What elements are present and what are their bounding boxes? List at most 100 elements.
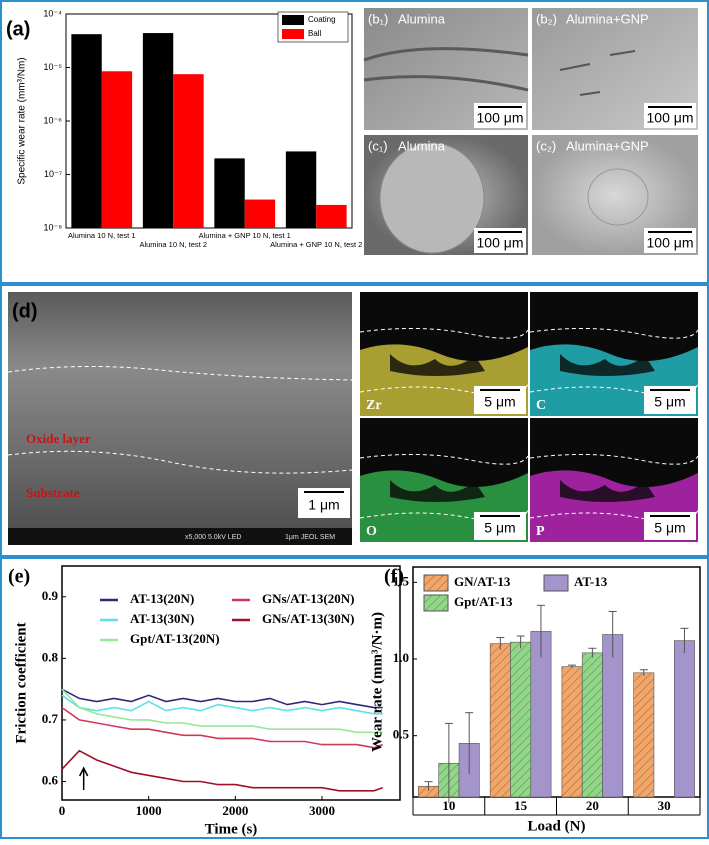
legend-label: Coating (308, 15, 336, 24)
legend-label: Ball (308, 29, 322, 38)
panel-frame (0, 0, 709, 284)
x-tick-label: Alumina + GNP 10 N, test 2 (270, 240, 362, 249)
x-tick-label: 20 (586, 798, 599, 813)
legend-swatch (423, 594, 449, 612)
x-tick-label: 3000 (309, 803, 335, 818)
panel-label: (a) (6, 18, 30, 40)
bar (510, 641, 532, 798)
line (61, 749, 383, 792)
y-tick-label: 0.5 (393, 727, 410, 742)
y-tick-label: 10⁻⁷ (44, 169, 62, 179)
boundary (7, 450, 353, 474)
x-tick-label: 2000 (222, 803, 248, 818)
chart: 0.51.01.5(f)Wear rate (mm³/N·m)Load (N)1… (369, 566, 701, 834)
line (61, 694, 383, 715)
image-label: (b₂) (536, 11, 557, 26)
map-dark (560, 354, 655, 376)
legend-swatch (423, 574, 449, 592)
scale-bar-label: 100 μm (647, 110, 694, 126)
micrograph-c1: (c₁) Alumina 100 μm (364, 135, 528, 255)
bar (489, 643, 511, 798)
line (61, 688, 383, 709)
scale-bar-label: 100 μm (477, 235, 524, 251)
y-tick-label: 0.8 (42, 649, 59, 664)
panel-label: (e) (8, 566, 30, 588)
legend-label: AT-13 (574, 574, 608, 589)
scale-bar-label: 100 μm (477, 110, 524, 126)
sem-cross-section: x5,000 5.0kV LED 1μm JEOL SEM (d) Oxide … (7, 292, 353, 545)
legend-swatch (543, 574, 569, 592)
y-axis-label: Friction coefficient (13, 622, 29, 743)
bar (142, 33, 174, 228)
sem-footer: x5,000 5.0kV LED (185, 534, 241, 541)
y-tick-label: 10⁻⁶ (44, 115, 63, 125)
x-axis-label: Time (s) (205, 821, 258, 837)
x-axis-label: Load (N) (528, 818, 586, 834)
bar (244, 199, 276, 228)
y-tick-label: 10⁻⁴ (43, 8, 62, 18)
layer-label: Oxide layer (26, 431, 91, 446)
image-label: (b₁) (368, 11, 388, 26)
scale-bar-label: 100 μm (647, 235, 694, 251)
bar (316, 204, 347, 228)
y-tick-label: 10⁻⁸ (43, 222, 62, 232)
map-dark (560, 480, 655, 502)
image-title: Alumina+GNP (566, 11, 649, 26)
x-tick-label: Alumina 10 N, test 1 (68, 231, 136, 240)
scale-bar-label: 5 μm (484, 520, 515, 536)
scale-bar-label: 1 μm (308, 497, 339, 513)
bar (581, 652, 603, 798)
chart: 0.6 0.7 0.8 0.9 (e) Friction coefficient Time … (8, 565, 401, 837)
texture (559, 50, 636, 96)
bar (561, 666, 583, 798)
chart: 10⁻⁸ 10⁻⁷ 10⁻⁶ 10⁻⁵ 10⁻⁴ (a) Specific wear rat… (6, 8, 362, 249)
bar (602, 634, 624, 798)
arrow (78, 766, 89, 790)
bar (101, 71, 133, 228)
sem-footer-bar (8, 528, 352, 545)
y-axis-label: Wear rate (mm³/N·m) (369, 612, 385, 752)
line (61, 706, 383, 749)
texture (363, 47, 529, 92)
line (61, 688, 383, 734)
wear-scar (587, 168, 649, 226)
panel-frame (0, 284, 709, 557)
y-axis-label: Specific wear rate (mm³/Nm) (17, 57, 28, 184)
bar (285, 151, 317, 228)
micrograph-b2: (b₂) Alumina+GNP 100 μm (532, 8, 698, 130)
scale-bar-label: 5 μm (654, 520, 685, 536)
map-element: Zr (366, 398, 382, 413)
legend-swatch (282, 29, 304, 39)
y-tick-label: 0.7 (42, 711, 59, 726)
image-title: Alumina+GNP (566, 138, 649, 153)
legend-swatch (282, 15, 304, 25)
map-element: O (366, 524, 377, 539)
wear-scar (379, 142, 485, 254)
bar (173, 74, 204, 228)
map-element: C (536, 398, 546, 413)
charts: 10⁻⁸ 10⁻⁷ 10⁻⁶ 10⁻⁵ 10⁻⁴ (a) Specific wear rat… (6, 8, 701, 837)
map-dark (390, 354, 485, 376)
map-dark (390, 480, 485, 502)
x-tick-label: 30 (658, 798, 671, 813)
x-tick-label: 10 (442, 798, 455, 813)
x-tick-label: Alumina + GNP 10 N, test 1 (199, 231, 291, 240)
legend-label: Gpt/AT-13(20N) (130, 631, 220, 646)
scale-bar-label: 5 μm (654, 394, 685, 410)
legend-label: Gpt/AT-13 (454, 594, 513, 609)
image-label: (c₁) (368, 138, 388, 153)
bar (633, 672, 655, 798)
bar (673, 640, 695, 798)
x-tick-label: 15 (514, 798, 528, 813)
legend-label: AT-13(20N) (130, 591, 194, 606)
panel-label: (d) (12, 300, 38, 322)
image-title: Alumina (398, 11, 446, 26)
y-tick-label: 0.9 (42, 588, 59, 603)
legend-label: GNs/AT-13(20N) (262, 591, 354, 606)
scale-bar-label: 5 μm (484, 394, 515, 410)
image-label: (c₂) (536, 138, 556, 153)
sem-footer: 1μm JEOL SEM (285, 534, 335, 541)
